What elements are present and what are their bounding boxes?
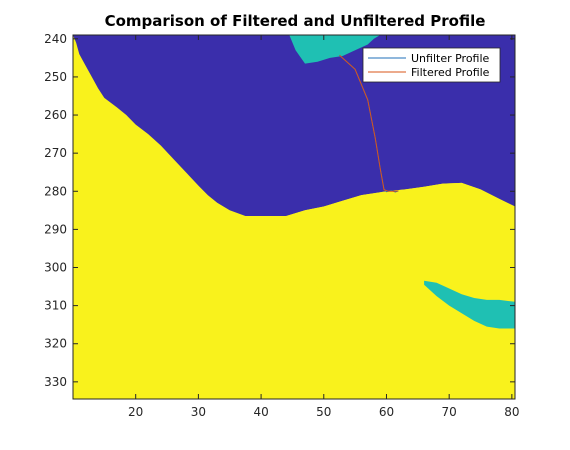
y-tick-label: 330	[44, 375, 67, 389]
series-line-filtered	[339, 54, 399, 192]
y-tick-label: 320	[44, 337, 67, 351]
axes-box	[72, 34, 516, 400]
y-tick-label: 240	[44, 32, 67, 46]
legend-label-unfiltered: Unfilter Profile	[411, 52, 490, 65]
x-tick-label: 50	[316, 405, 331, 419]
plot-area	[73, 35, 515, 399]
y-tick-label: 310	[44, 299, 67, 313]
chart-title: Comparison of Filtered and Unfiltered Pr…	[105, 12, 486, 30]
x-tick-label: 60	[379, 405, 394, 419]
x-tick-label: 70	[442, 405, 457, 419]
legend-label-filtered: Filtered Profile	[411, 66, 490, 79]
legend-box	[362, 47, 501, 83]
y-tick-label: 300	[44, 261, 67, 275]
x-tick-label: 80	[504, 405, 519, 419]
ridge-region	[261, 182, 515, 399]
y-tick-label: 250	[44, 70, 67, 84]
mid-pocket-region	[424, 280, 515, 329]
legend: Unfilter Profile Filtered Profile	[362, 47, 501, 83]
y-tick-label: 270	[44, 146, 67, 160]
x-tick-label: 20	[128, 405, 143, 419]
y-tick-label: 260	[44, 108, 67, 122]
x-tick-label: 30	[191, 405, 206, 419]
top-pocket-region	[289, 35, 381, 64]
x-tick-label: 40	[253, 405, 268, 419]
y-tick-label: 290	[44, 222, 67, 236]
y-tick-label: 280	[44, 184, 67, 198]
